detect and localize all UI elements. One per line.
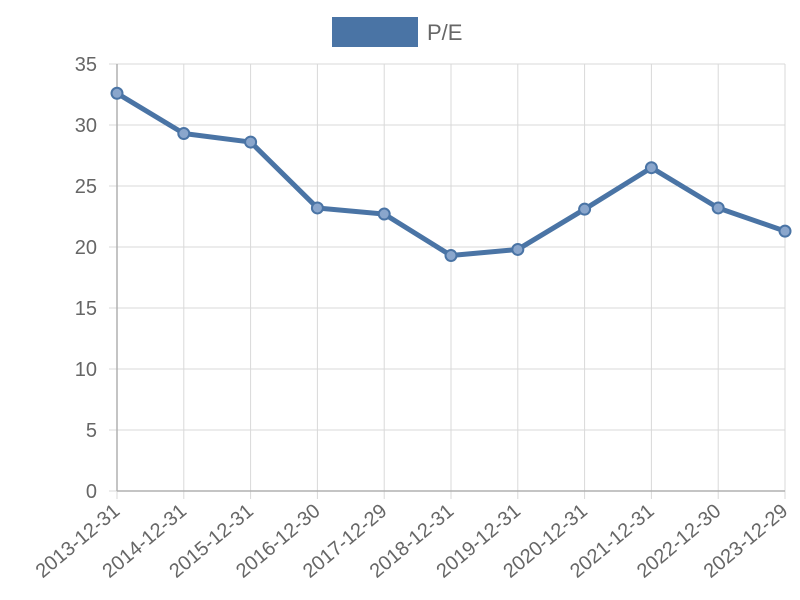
y-tick-label: 15 bbox=[75, 298, 97, 320]
y-tick-label: 20 bbox=[75, 237, 97, 259]
axes bbox=[116, 64, 785, 492]
legend-swatch bbox=[332, 17, 418, 47]
y-tick-label: 5 bbox=[86, 420, 97, 442]
data-point-pe[interactable] bbox=[310, 201, 324, 215]
data-point-pe[interactable] bbox=[110, 86, 124, 100]
y-tick-label: 35 bbox=[75, 54, 97, 76]
x-grid bbox=[116, 64, 786, 499]
y-grid bbox=[109, 63, 785, 492]
data-point-pe[interactable] bbox=[578, 202, 592, 216]
y-axis-tick-labels: 0 5 10 15 20 25 30 35 bbox=[75, 54, 97, 503]
y-tick-label: 30 bbox=[75, 115, 97, 137]
series-pe-points bbox=[110, 86, 792, 263]
y-tick-label: 25 bbox=[75, 176, 97, 198]
data-point-pe[interactable] bbox=[778, 224, 792, 238]
data-point-pe[interactable] bbox=[711, 201, 725, 215]
data-point-pe[interactable] bbox=[377, 207, 391, 221]
data-point-pe[interactable] bbox=[177, 127, 191, 141]
legend-label-pe: P/E bbox=[427, 20, 462, 45]
data-point-pe[interactable] bbox=[644, 161, 658, 175]
legend[interactable]: P/E bbox=[332, 17, 462, 47]
data-point-pe[interactable] bbox=[244, 135, 258, 149]
data-point-pe[interactable] bbox=[444, 249, 458, 263]
x-axis-tick-labels: 2013-12-312014-12-312015-12-312016-12-30… bbox=[32, 500, 793, 583]
y-tick-label: 0 bbox=[86, 481, 97, 503]
data-point-pe[interactable] bbox=[511, 242, 525, 256]
y-tick-label: 10 bbox=[75, 359, 97, 381]
